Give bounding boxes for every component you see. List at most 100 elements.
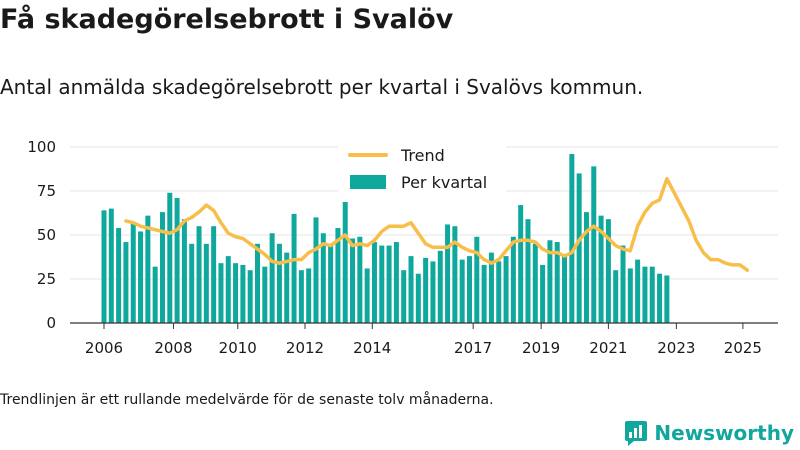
y-tick-label: 0 bbox=[46, 314, 56, 332]
x-tick-label: 2008 bbox=[154, 339, 192, 357]
bar bbox=[364, 268, 370, 323]
bar bbox=[532, 243, 538, 323]
legend: Trend Per kvartal bbox=[338, 138, 506, 202]
bar bbox=[320, 233, 326, 323]
bar bbox=[649, 266, 655, 323]
bar bbox=[262, 266, 268, 323]
chart-subtitle: Antal anmälda skadegörelsebrott per kvar… bbox=[0, 75, 644, 99]
y-tick-label: 50 bbox=[37, 226, 56, 244]
bar bbox=[371, 242, 377, 323]
legend-background bbox=[338, 138, 506, 202]
x-tick-label: 2012 bbox=[286, 339, 324, 357]
bar bbox=[620, 245, 626, 323]
bar bbox=[569, 154, 575, 323]
bar bbox=[357, 236, 363, 323]
bar bbox=[342, 201, 348, 323]
bar bbox=[488, 252, 494, 323]
bar bbox=[174, 198, 180, 323]
y-tick-label: 100 bbox=[27, 138, 56, 156]
bar bbox=[138, 231, 144, 323]
bar bbox=[518, 205, 524, 323]
bar bbox=[255, 243, 261, 323]
bar bbox=[452, 226, 458, 323]
bar bbox=[481, 264, 487, 323]
bar bbox=[181, 219, 187, 323]
bar bbox=[196, 226, 202, 323]
bar bbox=[598, 215, 604, 323]
bar bbox=[167, 192, 173, 323]
bar bbox=[225, 256, 231, 323]
x-tick-label: 2019 bbox=[522, 339, 560, 357]
newsworthy-logo: Newsworthy bbox=[624, 419, 794, 447]
x-tick-label: 2023 bbox=[657, 339, 695, 357]
x-tick-label: 2014 bbox=[353, 339, 391, 357]
x-tick-label: 2017 bbox=[454, 339, 492, 357]
bar-series bbox=[101, 154, 670, 323]
footnote: Trendlinjen är ett rullande medelvärde f… bbox=[0, 392, 494, 408]
y-tick-label: 25 bbox=[37, 270, 56, 288]
bar bbox=[467, 256, 472, 323]
bar bbox=[116, 227, 122, 323]
bar bbox=[613, 270, 619, 323]
bar bbox=[101, 210, 107, 323]
bar bbox=[423, 257, 429, 323]
bar bbox=[627, 268, 633, 323]
chart-title: Få skadegörelsebrott i Svalöv bbox=[0, 4, 454, 35]
bar bbox=[562, 256, 568, 323]
bar bbox=[240, 264, 246, 323]
bar bbox=[247, 270, 253, 323]
bar bbox=[211, 226, 217, 323]
bar bbox=[605, 219, 611, 323]
bar bbox=[474, 236, 480, 323]
bar bbox=[379, 245, 385, 323]
bar bbox=[510, 236, 516, 323]
bar bbox=[525, 219, 531, 323]
newsworthy-logo-icon bbox=[625, 421, 648, 446]
bar bbox=[445, 224, 451, 323]
bar bbox=[401, 270, 407, 323]
bar bbox=[123, 242, 129, 323]
bar bbox=[298, 270, 304, 323]
bar bbox=[657, 273, 663, 323]
bar bbox=[503, 256, 509, 323]
bar bbox=[130, 222, 136, 323]
bar bbox=[350, 238, 356, 323]
y-tick-label: 75 bbox=[37, 182, 56, 200]
bar bbox=[591, 166, 597, 323]
x-tick-label: 2006 bbox=[85, 339, 123, 357]
bar bbox=[547, 240, 553, 323]
bar bbox=[430, 261, 436, 323]
legend-trend-label: Trend bbox=[400, 146, 445, 165]
bar bbox=[459, 259, 465, 323]
bar bbox=[218, 263, 224, 323]
brand-name: Newsworthy bbox=[654, 421, 794, 445]
bar-chart: 0 25 50 75 100 2006 2008 2010 2012 2014 2017 2019 2… bbox=[27, 138, 778, 357]
x-tick-label: 2010 bbox=[219, 339, 257, 357]
bar bbox=[108, 208, 114, 323]
bar bbox=[635, 259, 641, 323]
bar bbox=[291, 213, 297, 323]
bar bbox=[145, 215, 151, 323]
bar bbox=[203, 243, 209, 323]
bar bbox=[554, 242, 560, 323]
bar bbox=[276, 243, 282, 323]
bar bbox=[408, 256, 414, 323]
trend-line bbox=[124, 176, 750, 272]
bar bbox=[437, 250, 443, 323]
bar bbox=[415, 273, 421, 323]
bar bbox=[313, 217, 319, 323]
bar bbox=[496, 261, 502, 323]
bar bbox=[284, 252, 290, 323]
bar bbox=[642, 266, 648, 323]
x-tick-label: 2025 bbox=[724, 339, 762, 357]
legend-bar-label: Per kvartal bbox=[401, 173, 487, 192]
bar bbox=[306, 268, 312, 323]
bar bbox=[386, 245, 392, 323]
bar bbox=[233, 263, 239, 323]
bar bbox=[540, 264, 546, 323]
bar bbox=[152, 266, 158, 323]
bar bbox=[189, 243, 195, 323]
bar bbox=[335, 227, 341, 323]
bar bbox=[664, 275, 670, 323]
bar bbox=[159, 212, 165, 323]
